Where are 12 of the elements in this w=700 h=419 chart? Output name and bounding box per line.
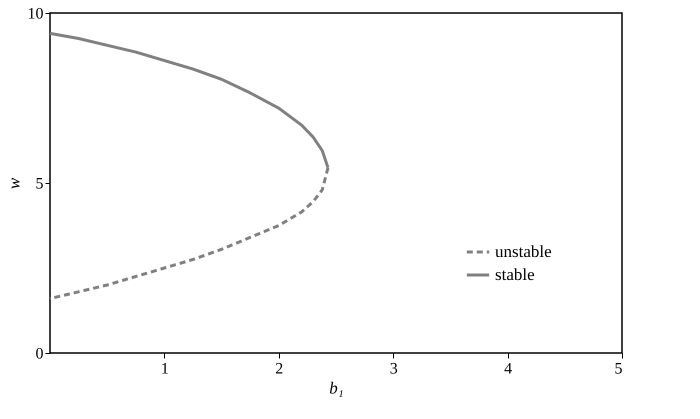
x-tick-label: 1 xyxy=(160,360,169,378)
x-tick-label: 2 xyxy=(275,360,284,378)
x-tick-label: 4 xyxy=(504,360,512,378)
x-axis-title: b₁ xyxy=(329,378,344,398)
legend-label: stable xyxy=(495,265,535,284)
x-tick-label: 5 xyxy=(614,360,622,378)
legend-label: unstable xyxy=(495,242,552,261)
y-tick-label: 5 xyxy=(36,176,44,192)
y-tick-label: 0 xyxy=(36,346,44,362)
y-axis-title: w xyxy=(4,177,24,190)
x-tick-label: 3 xyxy=(390,360,398,378)
y-tick-label: 10 xyxy=(28,6,44,22)
